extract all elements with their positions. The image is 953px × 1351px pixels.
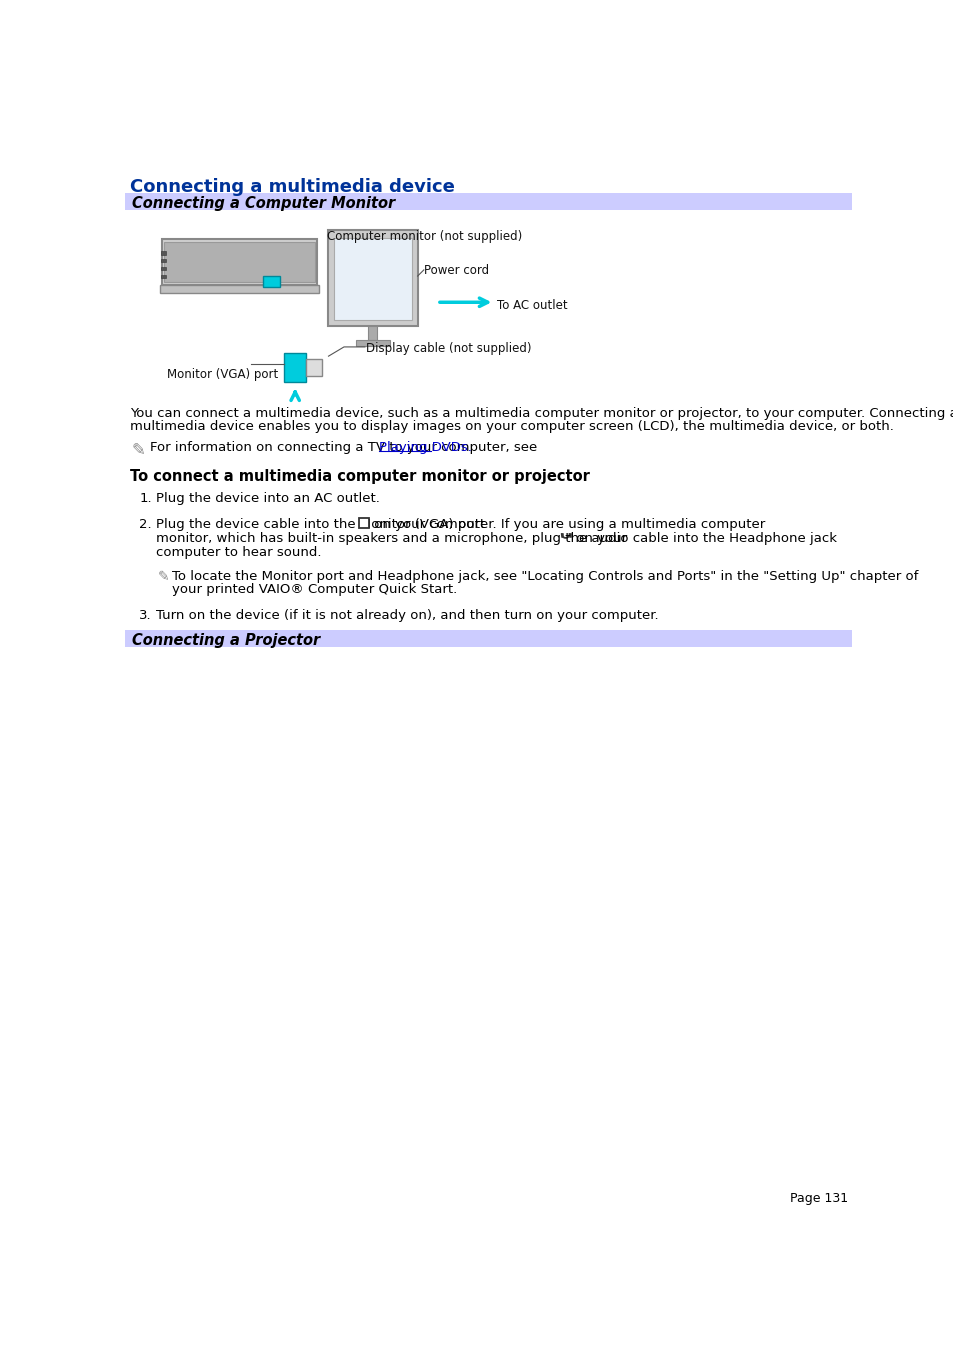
Text: Connecting a Projector: Connecting a Projector bbox=[132, 634, 319, 648]
Bar bbox=[161, 274, 166, 277]
Bar bbox=[164, 242, 314, 282]
Text: 2.: 2. bbox=[139, 517, 152, 531]
Bar bbox=[162, 239, 316, 285]
Text: 1.: 1. bbox=[139, 492, 152, 505]
Text: on your computer. If you are using a multimedia computer: on your computer. If you are using a mul… bbox=[370, 517, 765, 531]
Text: To locate the Monitor port and Headphone jack, see "Locating Controls and Ports": To locate the Monitor port and Headphone… bbox=[172, 570, 918, 584]
Text: multimedia device enables you to display images on your computer screen (LCD), t: multimedia device enables you to display… bbox=[130, 420, 893, 434]
Text: Turn on the device (if it is not already on), and then turn on your computer.: Turn on the device (if it is not already… bbox=[156, 609, 659, 621]
Bar bbox=[284, 353, 306, 382]
Bar bbox=[358, 517, 369, 528]
Bar bbox=[161, 251, 166, 254]
Text: To connect a multimedia computer monitor or projector: To connect a multimedia computer monitor… bbox=[130, 469, 589, 484]
Text: ✎: ✎ bbox=[158, 570, 170, 584]
Text: Power cord: Power cord bbox=[423, 263, 489, 277]
Bar bbox=[262, 276, 279, 286]
Bar bbox=[159, 285, 319, 293]
Bar bbox=[328, 230, 417, 326]
Text: You can connect a multimedia device, such as a multimedia computer monitor or pr: You can connect a multimedia device, suc… bbox=[130, 407, 953, 420]
Text: Monitor (VGA) port: Monitor (VGA) port bbox=[167, 369, 278, 381]
Bar bbox=[306, 359, 321, 376]
Text: Plug the device into an AC outlet.: Plug the device into an AC outlet. bbox=[156, 492, 380, 505]
Bar bbox=[355, 340, 390, 346]
Text: Connecting a Computer Monitor: Connecting a Computer Monitor bbox=[132, 196, 395, 211]
Text: Playing DVDs.: Playing DVDs. bbox=[378, 440, 472, 454]
Bar bbox=[161, 259, 166, 262]
Bar bbox=[125, 193, 852, 209]
Text: To AC outlet: To AC outlet bbox=[497, 299, 567, 312]
Text: Display cable (not supplied): Display cable (not supplied) bbox=[365, 342, 531, 355]
Bar bbox=[125, 631, 852, 647]
Text: 3.: 3. bbox=[139, 609, 152, 621]
Text: your printed VAIO® Computer Quick Start.: your printed VAIO® Computer Quick Start. bbox=[172, 584, 456, 596]
Text: For information on connecting a TV to your computer, see: For information on connecting a TV to yo… bbox=[150, 440, 541, 454]
Bar bbox=[334, 238, 412, 320]
Bar bbox=[161, 267, 166, 270]
Text: ✎: ✎ bbox=[132, 440, 146, 459]
Text: Computer monitor (not supplied): Computer monitor (not supplied) bbox=[327, 230, 521, 243]
Text: on your: on your bbox=[571, 532, 626, 544]
Text: Connecting a multimedia device: Connecting a multimedia device bbox=[130, 177, 455, 196]
Text: Page 131: Page 131 bbox=[789, 1193, 847, 1205]
Text: monitor, which has built-in speakers and a microphone, plug the audio cable into: monitor, which has built-in speakers and… bbox=[156, 532, 841, 544]
Text: Plug the device cable into the Monitor (VGA) port: Plug the device cable into the Monitor (… bbox=[156, 517, 489, 531]
Bar bbox=[368, 326, 377, 340]
Text: computer to hear sound.: computer to hear sound. bbox=[156, 546, 321, 558]
